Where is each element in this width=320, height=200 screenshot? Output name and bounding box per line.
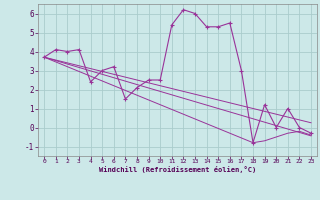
X-axis label: Windchill (Refroidissement éolien,°C): Windchill (Refroidissement éolien,°C) <box>99 166 256 173</box>
